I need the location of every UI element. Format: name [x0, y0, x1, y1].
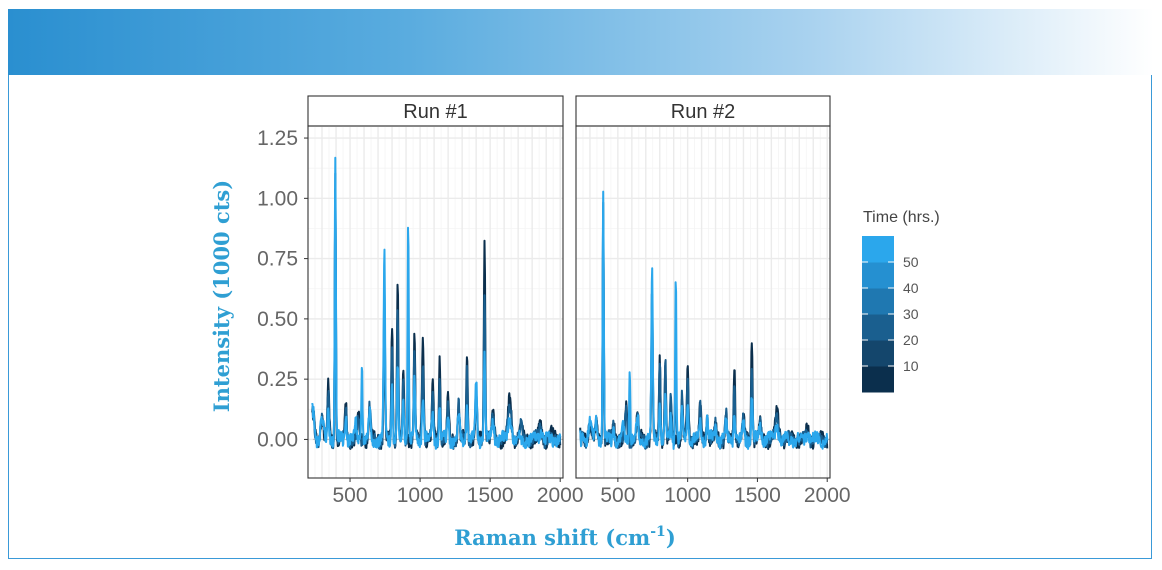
x-axis-title-sup: -1 [650, 524, 666, 540]
panel-1: Run #1 500 1000 1500 2000 [307, 95, 584, 507]
x-axis-title-main: Raman shift (cm [454, 525, 650, 550]
colorbar-segment [862, 340, 894, 367]
legend-break-label: 10 [903, 358, 919, 374]
x-axis-title-close: ) [666, 525, 676, 550]
legend-break-label: 30 [903, 306, 919, 322]
strip-header [307, 95, 564, 127]
x-tick-label: 500 [600, 484, 635, 507]
y-tick-label: 1.25 [257, 127, 298, 150]
x-tick-label: 2000 [804, 484, 851, 507]
legend-break-label: 50 [903, 254, 919, 270]
panel-border [307, 125, 564, 479]
colorbar-segment [862, 366, 894, 393]
x-tick-label: 1000 [664, 484, 711, 507]
legend-title: Time (hrs.) [863, 209, 940, 226]
colorbar-segment [862, 314, 894, 341]
spectra [579, 190, 829, 450]
spectrum-line-t55 [311, 156, 562, 450]
spectra [311, 156, 562, 450]
legend-break-label: 40 [903, 280, 919, 296]
legend-break-label: 20 [903, 332, 919, 348]
x-tick-label: 1500 [467, 484, 514, 507]
y-tick-label: 0.00 [257, 428, 298, 451]
y-tick-label: 0.50 [257, 308, 298, 331]
y-tick-label: 0.25 [257, 368, 298, 391]
figure-frame [8, 75, 1152, 559]
colorbar-segment [862, 262, 894, 289]
y-tick-label: 1.00 [257, 187, 298, 210]
y-tick-label: 0.75 [257, 248, 298, 271]
x-tick-label: 1000 [397, 484, 444, 507]
strip-label: Run #1 [403, 101, 468, 123]
panel-2: Run #2 500 1000 1500 2000 [575, 95, 851, 507]
x-tick-label: 1500 [734, 484, 781, 507]
legend: Time (hrs.) 10 20 30 40 50 [862, 209, 940, 393]
strip-label: Run #2 [671, 101, 736, 123]
y-axis-title: Intensity (1000 cts) [209, 180, 234, 412]
colorbar-segment [862, 236, 894, 263]
strip-header [575, 95, 831, 127]
y-axis: 0.00 0.25 0.50 0.75 1.00 1.25 [257, 127, 308, 451]
header-banner [8, 9, 1154, 75]
panels-layer: Run #1 500 1000 1500 2000 Run #2 500 1000 1500 20… [307, 95, 851, 507]
x-tick-label: 500 [333, 484, 368, 507]
x-tick-label: 2000 [537, 484, 584, 507]
gridlines [576, 126, 830, 478]
colorbar-segment [862, 288, 894, 315]
spectrum-line-t55 [579, 190, 829, 450]
x-axis-title: Raman shift (cm-1) [454, 524, 676, 550]
panel-border [575, 125, 831, 479]
